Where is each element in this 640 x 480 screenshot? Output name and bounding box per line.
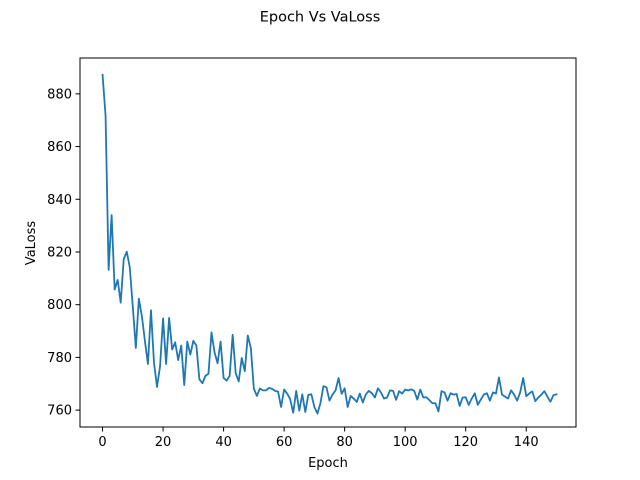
x-tick-label: 20	[155, 435, 172, 450]
chart-title: Epoch Vs VaLoss	[260, 10, 381, 26]
y-tick-label: 760	[47, 404, 72, 419]
series-line	[101, 73, 558, 415]
y-tick-label: 780	[47, 351, 72, 366]
x-tick-label: 80	[336, 435, 353, 450]
y-tick-label: 800	[47, 298, 72, 313]
x-tick-label: 0	[98, 435, 106, 450]
x-tick-label: 120	[453, 435, 478, 450]
y-axis: 760 780 800 820 840 860 880	[47, 87, 80, 419]
x-tick-label: 140	[514, 435, 539, 450]
y-tick-label: 840	[47, 193, 72, 208]
x-tick-label: 100	[393, 435, 418, 450]
plot-frame	[79, 57, 577, 428]
y-tick-label: 860	[47, 140, 72, 155]
y-tick-label: 880	[47, 87, 72, 102]
plot-area	[101, 73, 558, 415]
y-tick-label: 820	[47, 245, 72, 260]
x-tick-label: 40	[215, 435, 232, 450]
x-axis: 0 20 40 60 80 100 120 140	[98, 427, 539, 450]
x-axis-label: Epoch	[308, 456, 348, 471]
y-axis-label: VaLoss	[24, 221, 39, 266]
x-tick-label: 60	[276, 435, 293, 450]
